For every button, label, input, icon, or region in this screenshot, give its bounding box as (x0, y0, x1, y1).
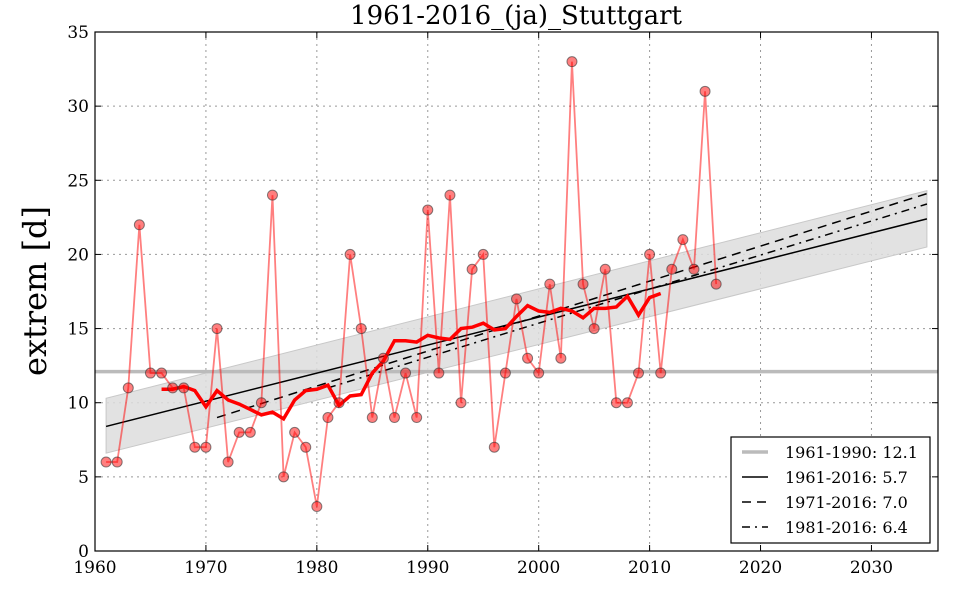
data-point (422, 204, 434, 216)
data-point (311, 501, 323, 513)
moving-average-line (161, 291, 662, 422)
data-point (566, 56, 578, 68)
x-tick-label: 1970 (184, 558, 227, 578)
y-tick-label: 35 (67, 23, 89, 43)
data-point (488, 441, 500, 453)
data-point (444, 189, 456, 201)
data-point (322, 412, 334, 424)
data-point (544, 278, 556, 290)
y-tick-label: 0 (78, 542, 89, 562)
data-point (577, 278, 589, 290)
trend-line-solid (105, 218, 928, 428)
data-point (588, 323, 600, 335)
data-point (111, 456, 123, 468)
data-point (289, 426, 301, 438)
y-tick-label: 15 (67, 320, 89, 340)
data-point (244, 426, 256, 438)
data-point (633, 367, 645, 379)
legend-label: 1961-1990: 12.1 (785, 443, 918, 462)
data-point (156, 367, 168, 379)
series-line (106, 61, 718, 507)
legend-label: 1971-2016: 7.0 (785, 493, 908, 512)
data-point (122, 382, 134, 394)
data-point (144, 367, 156, 379)
y-tick-label: 20 (67, 245, 89, 265)
data-point (233, 426, 245, 438)
plot-frame (94, 31, 939, 552)
data-point (655, 367, 667, 379)
data-point (211, 323, 223, 335)
data-point (411, 412, 423, 424)
data-point (388, 412, 400, 424)
data-point (200, 441, 212, 453)
y-tick-label: 25 (67, 171, 89, 191)
data-point (333, 397, 345, 409)
data-point (666, 263, 678, 275)
data-point (400, 367, 412, 379)
data-point (189, 441, 201, 453)
data-point (433, 367, 445, 379)
y-tick-label: 5 (78, 468, 89, 488)
data-point (610, 397, 622, 409)
data-point (278, 471, 290, 483)
data-point (621, 397, 633, 409)
x-tick-label: 1980 (295, 558, 338, 578)
data-point (266, 189, 278, 201)
data-point (344, 248, 356, 260)
y-tick-label: 30 (67, 97, 89, 117)
data-point (555, 352, 567, 364)
data-point (644, 248, 656, 260)
data-point (377, 352, 389, 364)
data-point (255, 397, 267, 409)
data-point (710, 278, 722, 290)
data-point (533, 367, 545, 379)
data-point (511, 293, 522, 305)
data-point (178, 382, 190, 394)
data-point (355, 323, 367, 335)
data-point (688, 263, 700, 275)
y-axis-label: extrem [d] (16, 206, 54, 376)
data-point (222, 456, 234, 468)
x-tick-label: 1990 (406, 558, 449, 578)
x-tick-label: 2010 (628, 558, 671, 578)
data-point (366, 412, 378, 424)
data-point (599, 263, 611, 275)
data-point (522, 352, 534, 364)
data-point (699, 85, 711, 97)
legend: 1961-1990: 12.1 1961-2016: 5.7 1971-2016: … (730, 436, 931, 544)
data-point (466, 263, 478, 275)
data-point (133, 219, 145, 231)
x-tick-label: 2030 (850, 558, 893, 578)
x-tick-label: 1960 (73, 558, 116, 578)
data-point (100, 456, 112, 468)
x-tick-label: 2000 (517, 558, 560, 578)
trend-line-dashed (216, 192, 928, 419)
y-tick-label: 10 (67, 394, 89, 414)
legend-box (730, 436, 931, 544)
data-point (167, 382, 179, 394)
legend-label: 1961-2016: 5.7 (785, 468, 908, 487)
data-point (677, 234, 689, 246)
data-point (300, 441, 312, 453)
data-point (499, 367, 511, 379)
legend-label: 1981-2016: 6.4 (785, 518, 908, 537)
data-point (455, 397, 467, 409)
chart-title: 1961-2016_(ja)_Stuttgart (350, 1, 682, 31)
x-tick-label: 2020 (739, 558, 782, 578)
data-point (477, 248, 489, 260)
